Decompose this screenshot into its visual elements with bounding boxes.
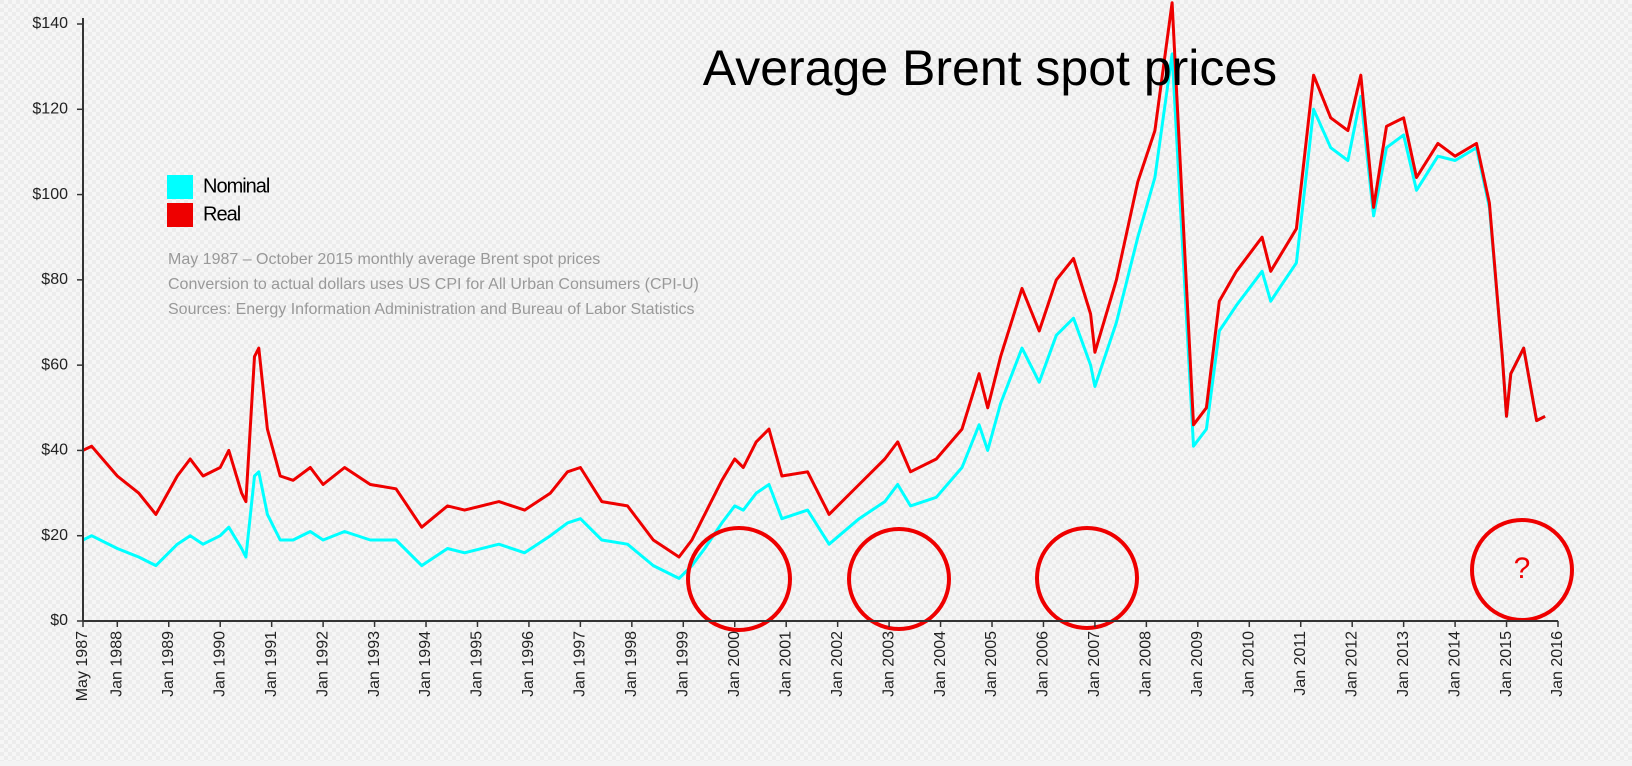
highlight-circle bbox=[686, 526, 792, 632]
legend-label: Nominal bbox=[203, 175, 270, 197]
highlight-circle bbox=[847, 527, 951, 631]
y-tick-label: $80 bbox=[41, 271, 68, 288]
y-tick-label: $100 bbox=[32, 186, 68, 203]
x-tick-label: Jan 1989 bbox=[160, 631, 177, 697]
x-tick-label: Jan 2011 bbox=[1292, 631, 1309, 696]
x-tick-label: Jan 1992 bbox=[314, 631, 331, 697]
x-tick-label: Jan 2014 bbox=[1446, 631, 1463, 697]
x-tick-label: Jan 2009 bbox=[1189, 631, 1206, 697]
y-tick-label: $40 bbox=[41, 442, 68, 459]
series-line bbox=[82, 52, 1546, 580]
note: Sources: Energy Information Administrati… bbox=[168, 301, 695, 318]
y-tick-label: $120 bbox=[32, 101, 68, 118]
x-tick-label: Jan 2004 bbox=[932, 631, 949, 697]
annotation: ? bbox=[1514, 552, 1531, 585]
x-tick-label: Jan 2001 bbox=[777, 631, 794, 697]
x-tick-label: Jan 1995 bbox=[469, 631, 486, 697]
x-tick-label: Jan 1988 bbox=[109, 631, 126, 697]
y-tick-label: $60 bbox=[41, 356, 68, 373]
highlight-circle bbox=[1035, 526, 1139, 630]
x-tick-label: Jan 2012 bbox=[1343, 631, 1360, 697]
legend-swatch bbox=[167, 175, 193, 199]
x-tick-label: May 1987 bbox=[74, 631, 91, 701]
x-tick-label: Jan 2003 bbox=[880, 631, 897, 697]
x-tick-label: Jan 2005 bbox=[983, 631, 1000, 697]
chart-title: Average Brent spot prices bbox=[703, 40, 1277, 96]
y-tick-label: $140 bbox=[32, 15, 68, 32]
legend-swatch bbox=[167, 203, 193, 227]
x-tick-label: Jan 1998 bbox=[623, 631, 640, 697]
x-tick-label: Jan 2016 bbox=[1549, 631, 1566, 697]
x-tick-label: Jan 2007 bbox=[1086, 631, 1103, 697]
x-tick-label: Jan 1993 bbox=[366, 631, 383, 697]
x-tick-label: Jan 2013 bbox=[1395, 631, 1412, 697]
x-tick-label: Jan 2010 bbox=[1240, 631, 1257, 697]
x-tick-label: Jan 1990 bbox=[211, 631, 228, 697]
x-tick-label: Jan 2002 bbox=[829, 631, 846, 697]
x-tick-label: Jan 1994 bbox=[417, 631, 434, 697]
x-tick-label: Jan 1996 bbox=[520, 631, 537, 697]
x-tick-label: Jan 2000 bbox=[726, 631, 743, 697]
x-tick-label: Jan 2006 bbox=[1035, 631, 1052, 697]
y-tick-label: $0 bbox=[50, 612, 68, 629]
note: Conversion to actual dollars uses US CPI… bbox=[168, 276, 699, 293]
y-tick-label: $20 bbox=[41, 527, 68, 544]
legend-label: Real bbox=[203, 203, 241, 225]
x-tick-label: Jan 1991 bbox=[263, 631, 280, 697]
series-line bbox=[82, 1, 1546, 559]
x-tick-label: Jan 1997 bbox=[572, 631, 589, 697]
note: May 1987 – October 2015 monthly average … bbox=[168, 251, 600, 268]
x-tick-label: Jan 2015 bbox=[1498, 631, 1515, 697]
x-tick-label: Jan 1999 bbox=[675, 631, 692, 697]
x-tick-label: Jan 2008 bbox=[1138, 631, 1155, 697]
